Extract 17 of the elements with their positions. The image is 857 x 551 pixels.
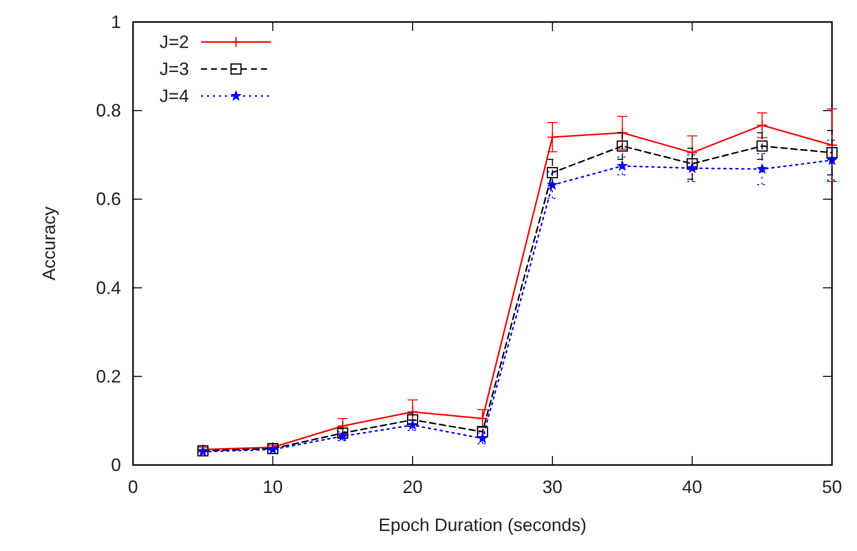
y-tick-label: 0.8 xyxy=(96,100,121,121)
x-tick-label: 0 xyxy=(128,477,138,497)
x-tick-label: 40 xyxy=(682,477,702,497)
legend-label: J=4 xyxy=(159,86,189,106)
legend-label: J=3 xyxy=(159,59,189,79)
x-axis-title: Epoch Duration (seconds) xyxy=(378,515,587,535)
x-tick-label: 10 xyxy=(262,477,283,497)
y-tick-label: 0 xyxy=(110,455,121,475)
y-tick-label: 0.6 xyxy=(96,189,121,210)
y-axis-title: Accuracy xyxy=(39,206,59,281)
legend-label: J=2 xyxy=(159,32,189,52)
x-tick-label: 20 xyxy=(402,477,423,497)
y-tick-label: 0.2 xyxy=(96,366,121,386)
y-tick-label: 0.4 xyxy=(96,278,121,298)
y-tick-label: 1 xyxy=(110,12,121,32)
x-tick-label: 30 xyxy=(542,477,562,497)
x-tick-label: 50 xyxy=(822,477,842,497)
